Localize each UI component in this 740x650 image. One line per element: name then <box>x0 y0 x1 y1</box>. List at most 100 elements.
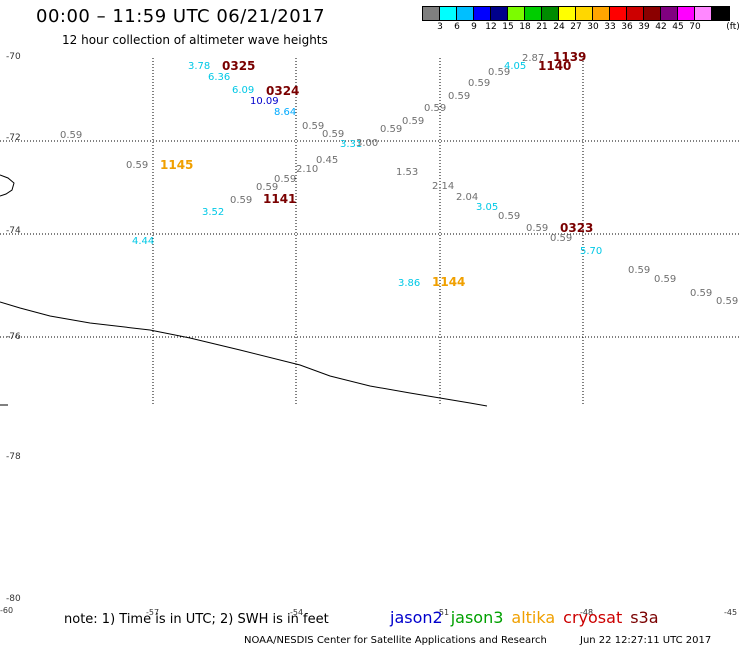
wave-height-value: 0.59 <box>654 274 677 285</box>
legend-swatch <box>559 7 576 20</box>
pass-time: 0325 <box>222 59 256 73</box>
wave-height-value: 0.59 <box>498 211 521 222</box>
wave-height-value: 3.78 <box>188 61 211 72</box>
satellite-name: jason3 <box>450 608 504 627</box>
legend-swatch <box>474 7 491 20</box>
wave-height-value: 0.59 <box>716 296 739 307</box>
wave-height-value: 3.31 <box>340 139 363 150</box>
lat-grid <box>0 140 740 338</box>
legend-tick-label: 70 <box>689 22 701 32</box>
wave-height-value: 0.59 <box>230 195 253 206</box>
wave-height-value: 2.10 <box>296 164 319 175</box>
satellite-name: s3a <box>630 608 659 627</box>
map-title: 00:00 – 11:59 UTC 06/21/2017 <box>36 6 326 27</box>
legend-tick-label: 12 <box>485 22 497 32</box>
pass-time: 1139 <box>553 50 587 64</box>
pass-time: 1141 <box>263 192 297 206</box>
lon-grid <box>152 58 584 405</box>
lon-label: -54 <box>290 608 304 617</box>
legend-swatch <box>678 7 695 20</box>
wave-height-value: 3.52 <box>202 207 225 218</box>
legend-tick-label: 9 <box>471 22 477 32</box>
legend-tick-label: 33 <box>604 22 616 32</box>
legend-tick-label: 18 <box>519 22 531 32</box>
satellite-legend: jason2 jason3 altika cryosat s3a <box>390 608 667 627</box>
satellite-name: altika <box>511 608 556 627</box>
wave-height-value: 0.59 <box>274 174 297 185</box>
wave-height-value: 0.59 <box>424 103 447 114</box>
legend-swatch <box>440 7 457 20</box>
wave-height-value: 0.45 <box>316 155 339 166</box>
satellite-name: jason2 <box>390 608 443 627</box>
lon-label: -48 <box>580 608 594 617</box>
generated-timestamp: Jun 22 12:27:11 UTC 2017 <box>580 635 712 646</box>
legend-swatch <box>491 7 508 20</box>
wave-height-value: 6.36 <box>208 72 231 83</box>
legend-tick-label: 27 <box>570 22 582 32</box>
lon-label: -51 <box>436 608 450 617</box>
legend-swatch <box>712 7 729 20</box>
pass-time: 0323 <box>560 221 594 235</box>
wave-height-value: 0.59 <box>468 78 491 89</box>
coastline <box>0 301 488 407</box>
legend-tick-label: 36 <box>621 22 633 32</box>
legend-tick-label: 30 <box>587 22 599 32</box>
wave-height-value: 8.64 <box>274 107 297 118</box>
legend-swatch <box>593 7 610 20</box>
pass-time: 1140 <box>538 59 572 73</box>
coastline-island <box>0 174 15 197</box>
wave-height-value: 0.59 <box>526 223 549 234</box>
wave-height-value: 4.44 <box>132 236 155 247</box>
legend-swatch <box>695 7 712 20</box>
legend-swatch <box>508 7 525 20</box>
wave-height-value: 6.09 <box>232 85 255 96</box>
legend-swatch <box>457 7 474 20</box>
wave-height-value: 2.04 <box>456 192 479 203</box>
color-legend <box>422 6 730 21</box>
satellite-name: cryosat <box>563 608 623 627</box>
wave-height-value: 3.86 <box>398 278 421 289</box>
legend-swatch <box>610 7 627 20</box>
legend-swatch <box>576 7 593 20</box>
legend-tick-label: 39 <box>638 22 650 32</box>
legend-swatch <box>423 7 440 20</box>
legend-swatch <box>661 7 678 20</box>
legend-swatch <box>542 7 559 20</box>
wave-height-value: 2.14 <box>432 181 455 192</box>
legend-swatch <box>644 7 661 20</box>
map-subtitle: 12 hour collection of altimeter wave hei… <box>62 33 328 47</box>
lat-label: -80 <box>6 594 21 604</box>
wave-height-value: 4.05 <box>504 61 527 72</box>
lon-label: -60 <box>0 606 14 615</box>
wave-height-value: 0.59 <box>256 182 279 193</box>
wave-height-value: 0.59 <box>690 288 713 299</box>
legend-tick-label: 6 <box>454 22 460 32</box>
lat-label: -78 <box>6 452 21 462</box>
lon-label: -45 <box>724 608 738 617</box>
color-legend-labels: 3 6 9 12 15 18 21 24 27 30 33 36 39 42 45 70 (ft) <box>422 22 740 34</box>
lat-label: -72 <box>6 133 21 143</box>
legend-tick-label: 45 <box>672 22 684 32</box>
lat-label: -76 <box>6 332 21 342</box>
wave-height-value: 0.59 <box>126 160 149 171</box>
wave-height-value: 0.59 <box>488 67 511 78</box>
wave-height-value: 10.09 <box>250 96 279 107</box>
wave-height-value: 0.59 <box>302 121 325 132</box>
footnote: note: 1) Time is in UTC; 2) SWH is in fe… <box>64 612 329 627</box>
legend-tick-label: 21 <box>536 22 548 32</box>
pass-time: 0324 <box>266 84 300 98</box>
legend-tick-label: 3 <box>437 22 443 32</box>
lon-label: -57 <box>146 608 160 617</box>
legend-swatch <box>525 7 542 20</box>
wave-height-value: 1.53 <box>396 167 419 178</box>
wave-height-value: 5.70 <box>580 246 603 257</box>
legend-unit: (ft) <box>726 22 740 32</box>
legend-tick-label: 42 <box>655 22 667 32</box>
wave-height-value: 2.87 <box>522 53 545 64</box>
lat-label: -70 <box>6 52 21 62</box>
wave-height-value: 0.59 <box>402 116 425 127</box>
wave-height-value: 0.59 <box>550 233 573 244</box>
legend-tick-label: 15 <box>502 22 514 32</box>
lat-label: -74 <box>6 226 21 236</box>
